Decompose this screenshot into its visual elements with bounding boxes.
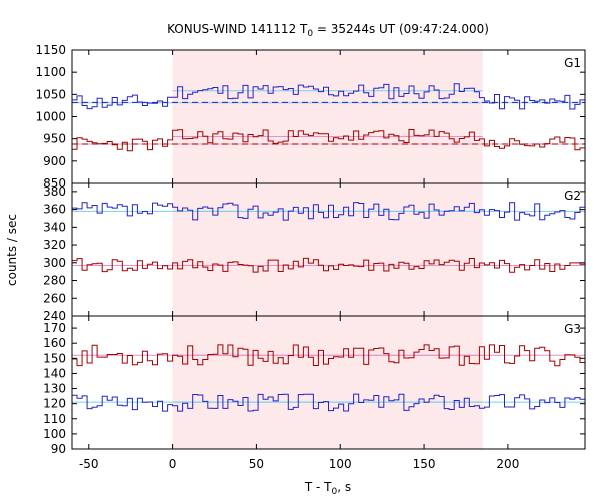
plot-area: 8509009501000105011001150G12402602803003…	[35, 43, 586, 471]
y-tick-label: 160	[43, 336, 66, 350]
y-tick-label: 90	[51, 442, 66, 456]
count-series-blue	[72, 83, 585, 110]
y-tick-label: 900	[43, 154, 66, 168]
count-series-blue	[72, 202, 585, 221]
panel-label: G3	[564, 322, 581, 336]
y-tick-label: 1100	[35, 65, 66, 79]
y-tick-label: 120	[43, 397, 66, 411]
count-series-red	[72, 344, 585, 367]
chart-title: KONUS-WIND 141112 T0 = 35244s UT (09:47:…	[167, 22, 489, 39]
y-tick-label: 280	[43, 274, 66, 288]
y-tick-label: 110	[43, 412, 66, 426]
y-tick-label: 260	[43, 291, 66, 305]
x-tick-label: 150	[413, 457, 436, 471]
y-tick-label: 140	[43, 366, 66, 380]
y-tick-label: 850	[43, 176, 66, 190]
panel-frame	[71, 315, 586, 450]
y-tick-label: 150	[43, 351, 66, 365]
panel-label: G1	[564, 56, 581, 70]
x-tick-label: -50	[79, 457, 99, 471]
y-tick-label: 240	[43, 309, 66, 323]
x-tick-label: 0	[169, 457, 177, 471]
x-axis-label: T - T0, s	[304, 480, 351, 497]
panel-label: G2	[564, 189, 581, 203]
y-tick-label: 380	[43, 185, 66, 199]
y-axis-label: counts / sec	[5, 214, 19, 286]
x-tick-label: 200	[496, 457, 519, 471]
count-series-red	[72, 129, 585, 152]
x-tick-label: 50	[249, 457, 264, 471]
count-series-blue	[72, 393, 585, 412]
y-tick-label: 320	[43, 238, 66, 252]
panel-g1: 850 900 950 1000 1050 1100 1150 G1	[35, 43, 586, 190]
y-tick-label: 170	[43, 321, 66, 335]
y-tick-label: 360	[43, 203, 66, 217]
panel-g2: 240 260 280 300 320 340 360 380 G2	[43, 182, 586, 323]
y-tick-label: 950	[43, 132, 66, 146]
y-tick-label: 100	[43, 427, 66, 441]
y-tick-label: 340	[43, 220, 66, 234]
y-tick-label: 1150	[35, 43, 66, 57]
y-tick-label: 1000	[35, 110, 66, 124]
x-tick-label: 100	[329, 457, 352, 471]
highlight-interval	[172, 50, 483, 449]
count-series-red	[72, 257, 585, 273]
y-tick-label: 1050	[35, 87, 66, 101]
y-tick-label: 130	[43, 382, 66, 396]
y-tick-label: 300	[43, 256, 66, 270]
